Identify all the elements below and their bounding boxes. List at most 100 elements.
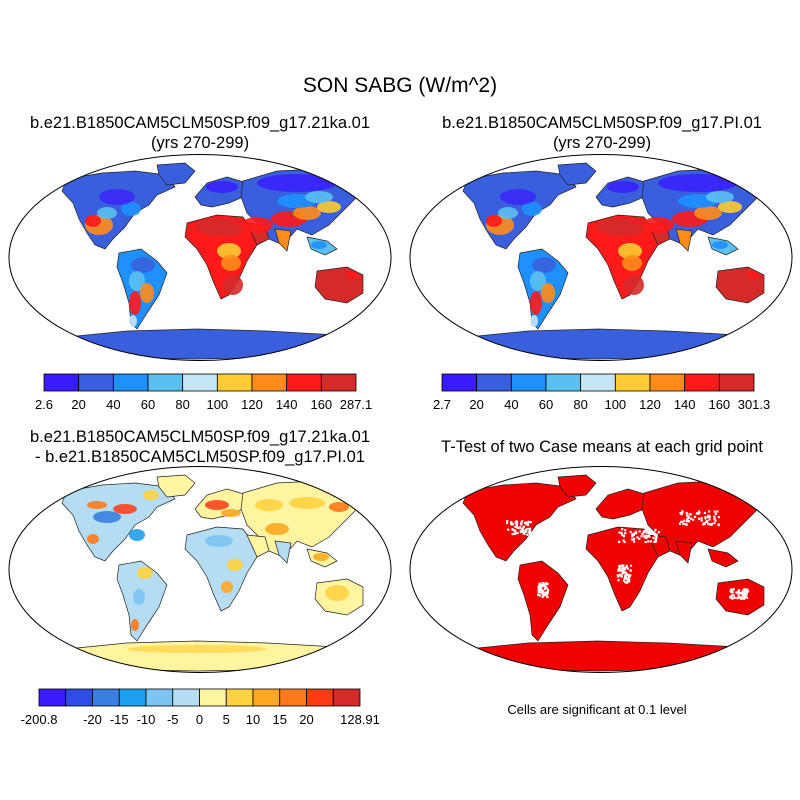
land-region [455,640,753,672]
field-patch [227,559,243,571]
nonsignificant-cell [541,584,544,588]
nonsignificant-cell [743,591,746,594]
nonsignificant-cell [638,537,641,540]
nonsignificant-cell [624,581,627,584]
nonsignificant-cell [541,589,544,592]
field-patch [329,502,349,512]
panel-diff-title-line1: b.e21.B1850CAM5CLM50SP.f09_g17.21ka.01 [29,428,371,446]
nonsignificant-cell [732,594,735,597]
field-patch [205,500,229,510]
land-region [707,548,739,568]
field-patch [718,201,742,213]
colorbar-box [225,688,254,707]
field-patch [113,504,137,514]
nonsignificant-cell [629,569,632,572]
nonsignificant-cell [638,530,641,533]
colorbar-box [718,373,755,392]
nonsignificant-cell [510,522,513,526]
nonsignificant-cell [717,515,720,519]
nonsignificant-cell [624,529,627,532]
colorbar-box [38,688,67,707]
nonsignificant-cell [621,566,624,569]
colorbar-box [65,688,93,707]
colorbar-tick-label: 128.91 [340,712,380,727]
nonsignificant-cell [704,517,707,520]
nonsignificant-cell [713,522,716,525]
colorbar-tick-label: -10 [137,712,156,727]
nonsignificant-cell [546,583,549,586]
nonsignificant-cell [683,519,686,522]
nonsignificant-cell [620,575,623,578]
nonsignificant-cell [539,587,543,590]
field-patch [500,189,536,205]
nonsignificant-cell [527,531,530,534]
nonsignificant-cell [621,528,624,531]
colorbar-tick-label: 160 [310,397,332,412]
field-patch [257,174,337,192]
nonsignificant-cell [682,522,685,526]
nonsignificant-cell [511,528,514,531]
nonsignificant-cell [732,588,735,591]
nonsignificant-cell [743,588,746,591]
nonsignificant-cell [741,594,745,597]
colorbar-box [614,373,651,392]
nonsignificant-cell [628,574,631,577]
colorbar-tick-label: 60 [141,397,155,412]
nonsignificant-cell [744,589,747,592]
colorbar-tick-label: 20 [469,397,483,412]
field-patch [530,291,542,315]
nonsignificant-cell [653,540,656,543]
field-patch [305,191,333,203]
nonsignificant-cell [737,593,740,596]
nonsignificant-cell [626,579,630,582]
colorbar-case1: 2.6 20 40 60 80 100 120 140 160 287.1 [35,373,372,412]
nonsignificant-cell [647,534,650,538]
nonsignificant-cell [506,520,509,523]
field-patch [241,217,273,233]
nonsignificant-cell [631,538,634,541]
nonsignificant-cell [640,535,643,538]
colorbar-tick-label: 120 [639,397,661,412]
nonsignificant-cell [687,520,691,523]
colorbar-tick-label: 5 [223,712,230,727]
land-region [61,170,176,250]
field-patch [532,257,556,273]
land-region [156,162,196,186]
nonsignificant-cell [620,564,623,567]
nonsignificant-cell [632,540,636,543]
nonsignificant-cell [545,582,548,585]
nonsignificant-cell [716,510,719,513]
nonsignificant-cell [741,591,745,594]
significance-note: Cells are significant at 0.1 level [507,702,687,717]
nonsignificant-cell [542,593,545,596]
nonsignificant-cell [654,539,658,542]
nonsignificant-cell [698,511,701,514]
nonsignificant-cell [680,513,683,516]
colorbar-tick-label: -200.8 [21,712,58,727]
field-patch [255,499,283,511]
colorbar-box [252,688,281,707]
nonsignificant-cell [702,523,705,526]
colorbar-tick-label: 15 [273,712,287,727]
panel-case1-title: b.e21.B1850CAM5CLM50SP.f09_g17.21ka.01 (… [10,113,390,153]
nonsignificant-cell [693,515,697,519]
nonsignificant-cell [681,520,684,524]
field-patch [706,191,734,203]
nonsignificant-cell [679,511,682,515]
map-outline [409,466,793,673]
nonsignificant-cell [622,571,625,574]
nonsignificant-cell [522,525,525,528]
nonsignificant-cell [743,589,746,592]
field-patch [93,511,121,523]
nonsignificant-cell [678,522,682,525]
nonsignificant-cell [642,531,645,534]
nonsignificant-cell [510,521,513,524]
nonsignificant-cell [636,536,639,539]
nonsignificant-cell [654,534,657,537]
field-patch [607,181,639,193]
nonsignificant-cell [616,574,619,577]
nonsignificant-cell [526,527,530,531]
nonsignificant-cell [622,579,626,582]
nonsignificant-cell [653,531,656,534]
nonsignificant-cell [537,590,540,594]
